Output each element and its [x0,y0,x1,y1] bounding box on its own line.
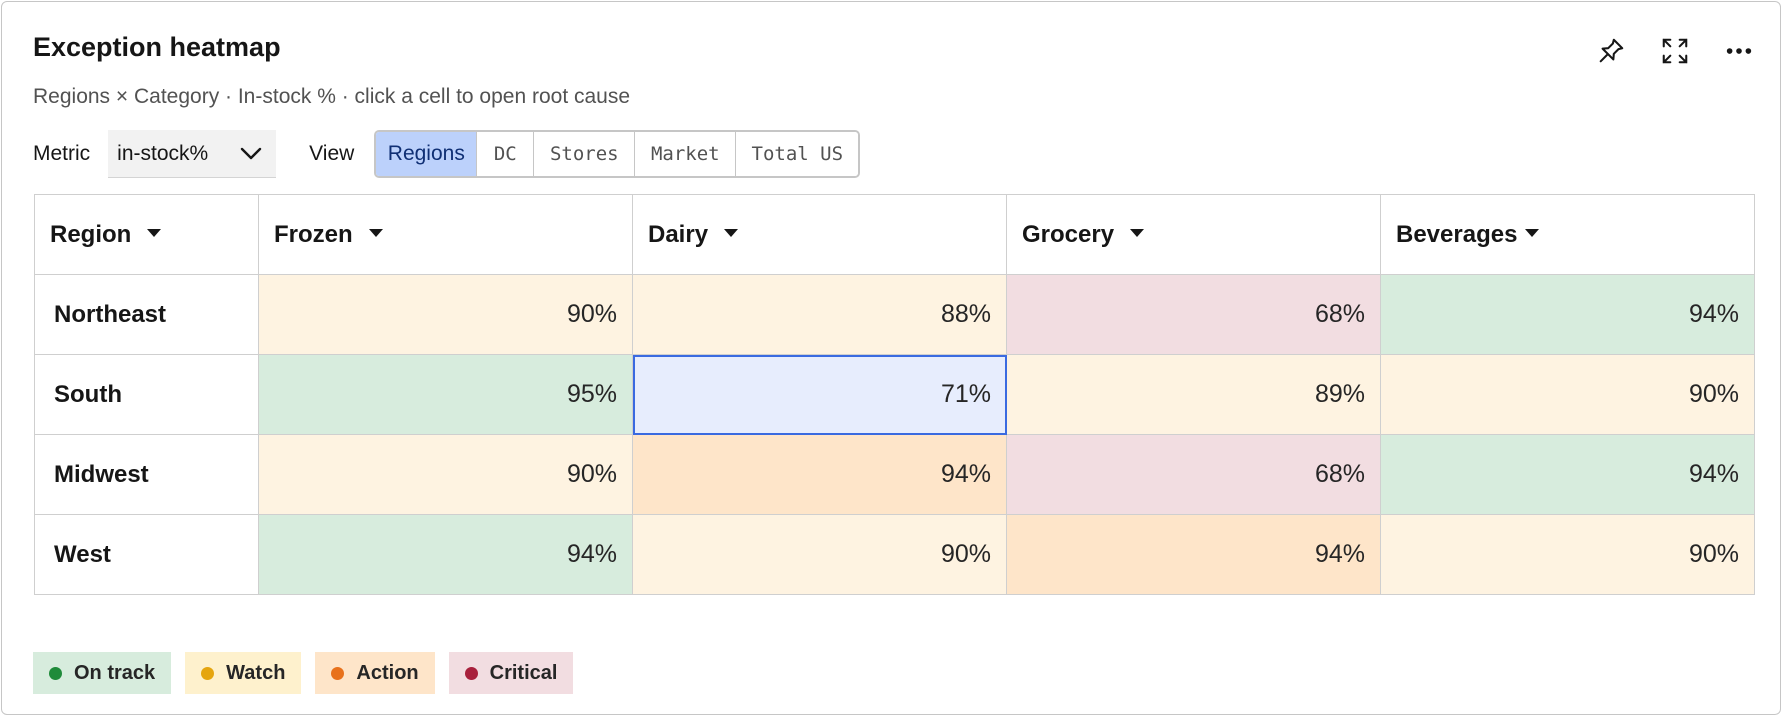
expand-button[interactable] [1654,30,1696,72]
sort-caret-icon [147,229,162,238]
legend-chip-action: Action [315,652,435,694]
column-header-label: Frozen [274,220,353,248]
column-header-frozen[interactable]: Frozen [258,194,633,275]
table-row: Northeast 90% 88% 68% 94% [34,274,1755,355]
more-button[interactable] [1718,30,1760,72]
legend-chip-ontrack: On track [33,652,172,694]
column-header-dairy[interactable]: Dairy [632,194,1007,275]
header-row: Region Frozen Dairy Grocery Beverages [34,194,1755,275]
legend-label: Critical [489,661,558,684]
heatmap-cell[interactable]: 94% [1006,514,1381,595]
more-icon [1726,48,1752,54]
table-row: South 95% 71% 89% 90% [34,354,1755,435]
sort-caret-icon [724,229,739,238]
row-label: West [34,514,259,595]
metric-dropdown[interactable]: in-stock% [108,130,277,178]
heatmap-cell[interactable]: 68% [1006,274,1381,355]
column-header-beverages[interactable]: Beverages [1380,194,1755,275]
metric-label: Metric [33,142,91,165]
view-tab-total-us[interactable]: Total US [735,132,859,176]
table-row: West 94% 90% 94% 90% [34,514,1755,595]
heatmap-table: Region Frozen Dairy Grocery Beverages Northe… [34,194,1755,595]
heatmap-cell[interactable]: 94% [632,434,1007,515]
heatmap-cell[interactable]: 68% [1006,434,1381,515]
view-tab-dc[interactable]: DC [476,132,534,176]
legend: On track Watch Action Critical [33,652,574,694]
view-label: View [309,142,355,165]
row-label: Northeast [34,274,259,355]
chevron-down-icon [240,147,262,159]
row-label: Midwest [34,434,259,515]
heatmap-cell[interactable]: 71% [632,354,1007,435]
status-dot-icon [49,666,62,680]
table-row: Midwest 90% 94% 68% 94% [34,434,1755,515]
view-tab-stores[interactable]: Stores [533,132,635,176]
column-header-grocery[interactable]: Grocery [1006,194,1381,275]
view-tab-market[interactable]: Market [634,132,736,176]
expand-icon [1662,38,1688,64]
legend-chip-critical: Critical [448,652,574,694]
legend-chip-watch: Watch [185,652,302,694]
heatmap-cell[interactable]: 95% [258,354,633,435]
heatmap-cell[interactable]: 90% [1380,354,1755,435]
column-header-region[interactable]: Region [34,194,259,275]
status-dot-icon [331,666,345,680]
sort-caret-icon [368,229,383,238]
heatmap-cell[interactable]: 90% [632,514,1007,595]
heatmap-cell[interactable]: 94% [258,514,633,595]
column-header-label: Dairy [648,220,709,248]
legend-label: On track [74,661,156,684]
status-dot-icon [464,666,478,680]
view-tab-regions[interactable]: Regions [376,132,477,176]
row-label: South [34,354,259,435]
legend-label: Action [356,661,419,684]
column-header-label: Grocery [1022,220,1115,248]
pin-icon [1599,38,1624,63]
controls-bar: Metric in-stock% View Regions DC Stores Mar… [33,130,861,178]
card-subtitle: Regions × Category · In-stock % · click … [33,85,631,108]
status-dot-icon [201,666,215,680]
heatmap-cell[interactable]: 94% [1380,434,1755,515]
sort-caret-icon [1130,229,1145,238]
card-toolbar [1590,30,1760,72]
heatmap-cell[interactable]: 89% [1006,354,1381,435]
heatmap-cell[interactable]: 90% [258,274,633,355]
metric-dropdown-value: in-stock% [117,141,209,165]
heatmap-cell[interactable]: 90% [258,434,633,515]
heatmap-cell[interactable]: 88% [632,274,1007,355]
view-segmented-control: Regions DC Stores Market Total US [374,130,861,178]
sort-caret-icon [1525,229,1540,238]
legend-label: Watch [226,661,286,684]
card-title: Exception heatmap [33,32,281,62]
heatmap-cell[interactable]: 94% [1380,274,1755,355]
column-header-label: Region [50,220,132,248]
heatmap-cell[interactable]: 90% [1380,514,1755,595]
column-header-label: Beverages [1396,220,1518,248]
pin-button[interactable] [1590,30,1632,72]
